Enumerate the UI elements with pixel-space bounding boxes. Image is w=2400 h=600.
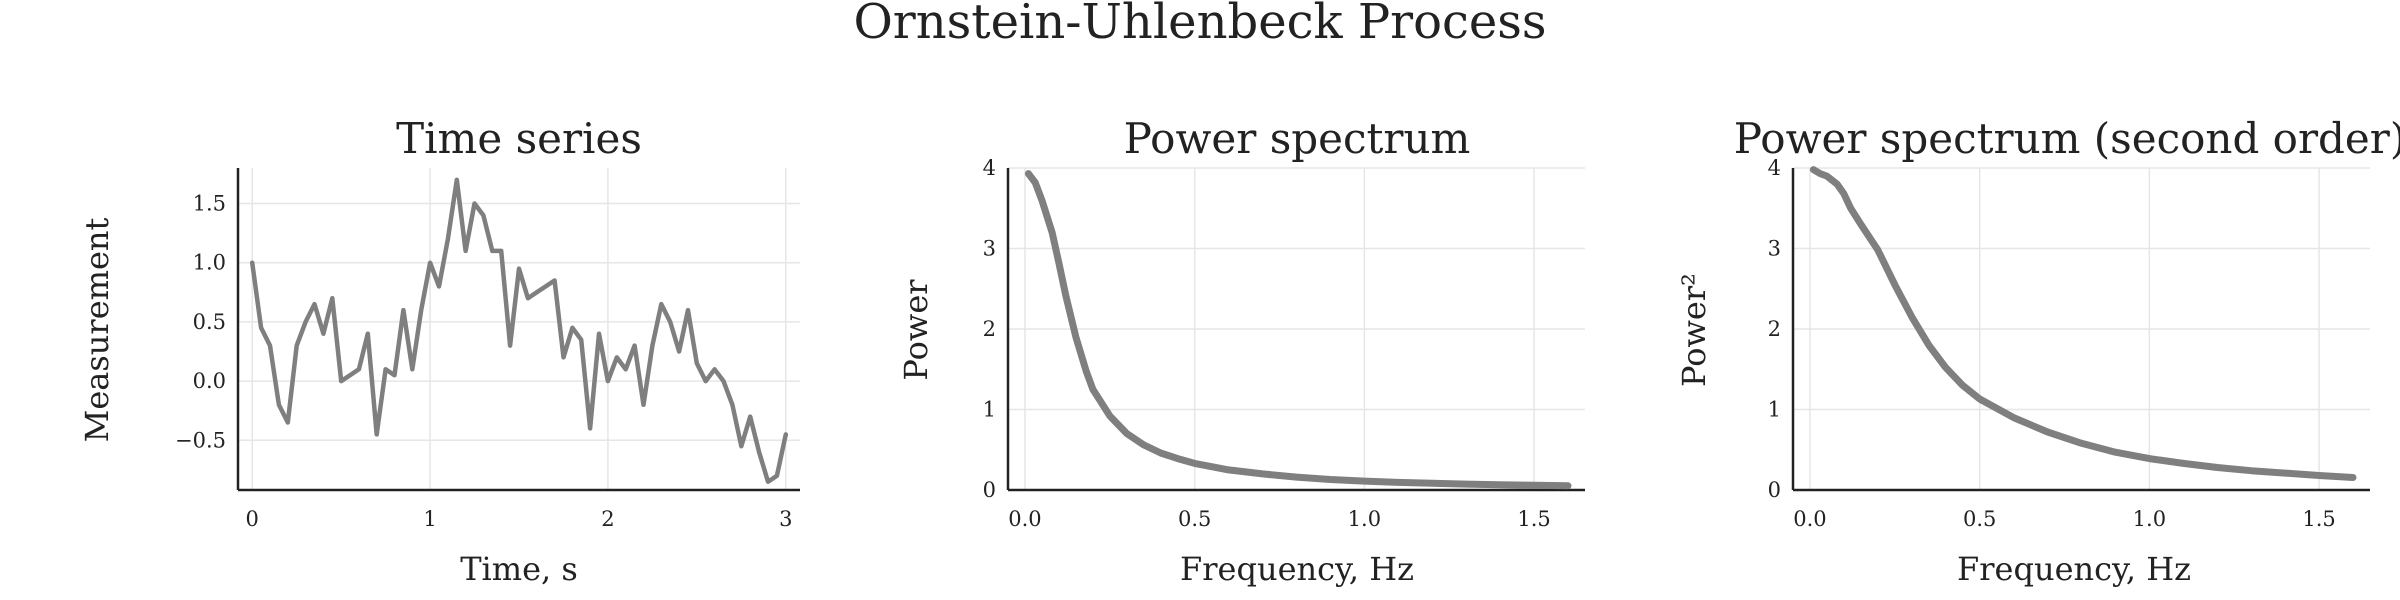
figure-title: Ornstein-Uhlenbeck Process — [853, 0, 1546, 50]
x-tick-label: 2 — [601, 507, 614, 531]
y-axis-label: Power — [897, 279, 935, 381]
x-tick-label: 1 — [423, 507, 436, 531]
series-line — [1809, 166, 2357, 481]
y-tick-label: 3 — [983, 237, 996, 261]
series-line — [1024, 170, 1572, 490]
y-axis-label: Measurement — [78, 217, 116, 442]
x-tick-label: 0.5 — [1963, 507, 1996, 531]
x-tick-label: 0.0 — [1008, 507, 1041, 531]
y-tick-label: 1.0 — [193, 251, 226, 275]
x-axis-label: Frequency, Hz — [1957, 550, 2191, 588]
power-spectrum-panel: Power spectrum Frequency, Hz Power 0.0 0.… — [897, 114, 1585, 588]
y-tick-label: 2 — [983, 317, 996, 341]
panel-title: Power spectrum (second order) — [1734, 114, 2400, 163]
x-tick-label: 3 — [779, 507, 792, 531]
panel-title: Power spectrum — [1124, 114, 1471, 163]
y-tick-label: 1.5 — [193, 192, 226, 216]
x-tick-label: 1.5 — [2302, 507, 2335, 531]
panel-title: Time series — [396, 114, 642, 163]
time-series-panel: Time series Time, s Measurement 0 1 2 3 −0.5… — [78, 114, 800, 588]
x-axis-label: Frequency, Hz — [1180, 550, 1414, 588]
x-axis-label: Time, s — [460, 550, 578, 588]
x-tick-label: 1.0 — [2133, 507, 2166, 531]
y-tick-label: 2 — [1768, 317, 1781, 341]
x-tick-label: 1.5 — [1517, 507, 1550, 531]
x-tick-label: 0 — [246, 507, 259, 531]
y-tick-label: 3 — [1768, 237, 1781, 261]
y-tick-label: 0.0 — [193, 369, 226, 393]
y-tick-label: 0 — [983, 478, 996, 502]
y-tick-label: 0 — [1768, 478, 1781, 502]
y-tick-label: 1 — [983, 398, 996, 422]
y-tick-label: 4 — [1768, 156, 1781, 180]
x-tick-label: 0.0 — [1793, 507, 1826, 531]
y-tick-label: 0.5 — [193, 310, 226, 334]
x-tick-label: 0.5 — [1178, 507, 1211, 531]
series-line — [249, 177, 789, 484]
y-tick-label: −0.5 — [175, 428, 226, 452]
power-spectrum-second-order-panel: Power spectrum (second order) Frequency,… — [1675, 114, 2400, 588]
y-tick-label: 4 — [983, 156, 996, 180]
x-tick-label: 1.0 — [1348, 507, 1381, 531]
y-axis-label: Power² — [1675, 273, 1713, 387]
y-tick-label: 1 — [1768, 398, 1781, 422]
